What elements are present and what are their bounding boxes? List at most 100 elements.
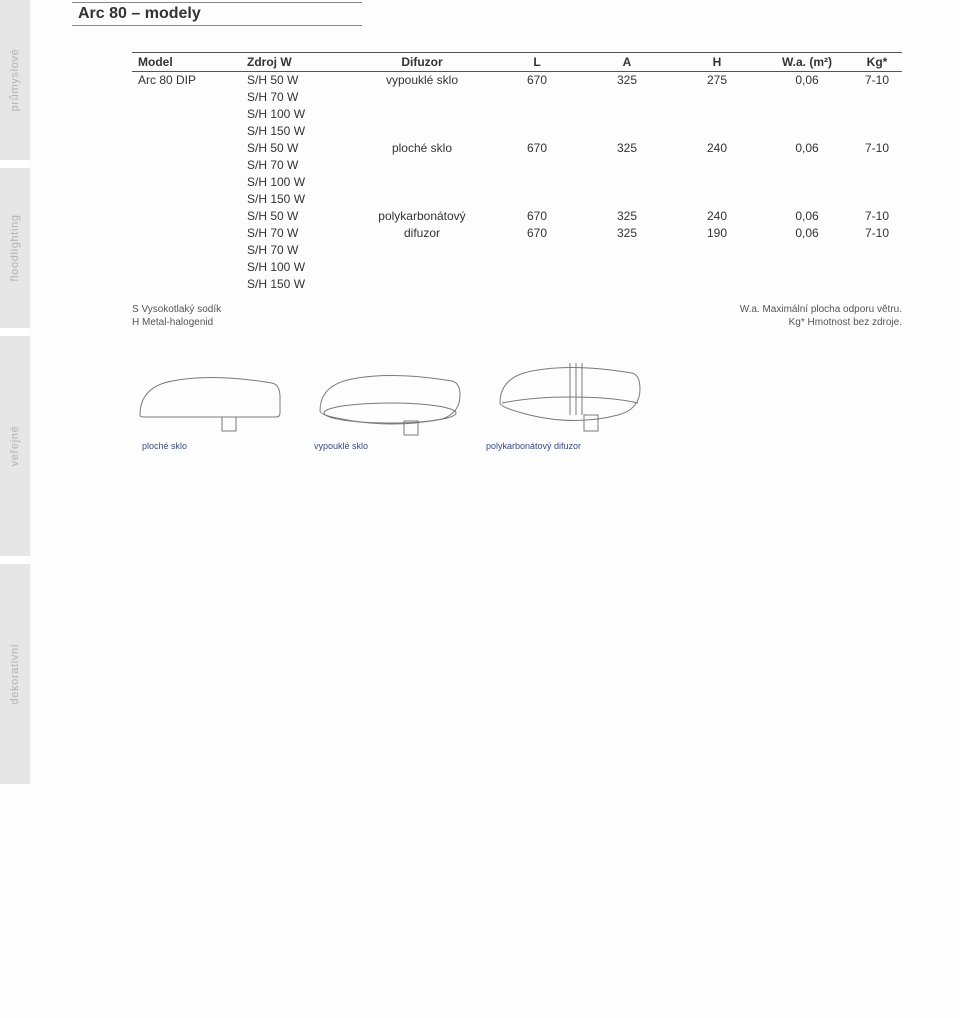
diagram-flat-icon — [132, 367, 282, 437]
table-cell — [762, 123, 852, 140]
table-cell — [852, 174, 902, 191]
table-cell — [762, 259, 852, 276]
table-cell — [852, 89, 902, 106]
table-row: S/H 70 W — [132, 89, 902, 106]
table-cell — [672, 89, 762, 106]
table-cell — [492, 276, 582, 293]
table-cell — [672, 259, 762, 276]
table-cell — [672, 106, 762, 123]
table-cell: ploché sklo — [352, 140, 492, 157]
diagram-poly-icon — [492, 357, 642, 437]
table-cell — [672, 157, 762, 174]
table-cell — [352, 123, 492, 140]
diagram-caption: vypouklé sklo — [314, 441, 486, 451]
table-cell — [672, 242, 762, 259]
table-cell — [492, 191, 582, 208]
table-cell: vypouklé sklo — [352, 72, 492, 89]
table-cell — [762, 276, 852, 293]
table-cell: S/H 70 W — [247, 242, 352, 259]
th-zdroj: Zdroj W — [247, 55, 352, 69]
table-cell — [762, 174, 852, 191]
table-cell: S/H 150 W — [247, 123, 352, 140]
table-cell — [492, 123, 582, 140]
table-cell — [852, 242, 902, 259]
diagram-convex-icon — [312, 367, 462, 437]
sidebar-spacer — [0, 160, 30, 168]
table-cell — [852, 191, 902, 208]
table-cell — [352, 174, 492, 191]
table-cell — [352, 259, 492, 276]
diagram-captions: ploché sklo vypouklé sklo polykarbonátov… — [142, 441, 960, 451]
table-cell: 670 — [492, 208, 582, 225]
table-cell — [582, 259, 672, 276]
sidebar-tab-label: floodlighting — [9, 214, 21, 281]
table-row: S/H 100 W — [132, 259, 902, 276]
legend-left: S Vysokotlaký sodík H Metal-halogenid — [132, 303, 221, 329]
table-cell: 240 — [672, 140, 762, 157]
table-cell: 325 — [582, 72, 672, 89]
th-difuzor: Difuzor — [352, 55, 492, 69]
table-cell — [492, 174, 582, 191]
table-cell — [132, 242, 247, 259]
table-cell: 0,06 — [762, 208, 852, 225]
sidebar-tab-floodlighting: floodlighting — [0, 168, 30, 328]
table-cell: S/H 150 W — [247, 191, 352, 208]
table-cell: 7-10 — [852, 72, 902, 89]
table-cell — [352, 106, 492, 123]
legend-line: Kg* Hmotnost bez zdroje. — [740, 316, 902, 329]
table-cell: 670 — [492, 140, 582, 157]
table-cell: 7-10 — [852, 208, 902, 225]
table-header-row: Model Zdroj W Difuzor L A H W.a. (m²) Kg… — [132, 52, 902, 72]
sidebar-spacer — [0, 556, 30, 564]
table-cell — [672, 123, 762, 140]
content-area: Arc 80 – modely Model Zdroj W Difuzor L … — [72, 0, 960, 451]
table-cell — [852, 123, 902, 140]
table-cell: 0,06 — [762, 140, 852, 157]
diagram-caption: ploché sklo — [142, 441, 314, 451]
table-cell — [582, 106, 672, 123]
table-cell — [132, 123, 247, 140]
table-cell: difuzor — [352, 225, 492, 242]
table-cell — [672, 174, 762, 191]
table-row: S/H 150 W — [132, 276, 902, 293]
left-sidebar: průmyslové floodlighting veřejné dekorat… — [0, 0, 50, 1018]
table-cell — [762, 157, 852, 174]
table-cell — [492, 89, 582, 106]
table-cell — [492, 259, 582, 276]
table-cell: S/H 70 W — [247, 89, 352, 106]
table-cell: 7-10 — [852, 140, 902, 157]
th-l: L — [492, 55, 582, 69]
sidebar-tab-label: průmyslové — [9, 49, 21, 112]
table-cell — [762, 106, 852, 123]
th-h: H — [672, 55, 762, 69]
table-cell — [132, 208, 247, 225]
table-cell: 7-10 — [852, 225, 902, 242]
table-cell: 325 — [582, 225, 672, 242]
table-cell: 0,06 — [762, 72, 852, 89]
sidebar-spacer — [0, 328, 30, 336]
sidebar-tab-verejne: veřejné — [0, 336, 30, 556]
table-cell — [582, 174, 672, 191]
table-cell: Arc 80 DIP — [132, 72, 247, 89]
table-cell — [852, 157, 902, 174]
table-cell — [132, 225, 247, 242]
th-kg: Kg* — [852, 55, 902, 69]
table-cell — [132, 191, 247, 208]
table-cell: S/H 70 W — [247, 225, 352, 242]
table-cell — [352, 242, 492, 259]
table-cell — [132, 140, 247, 157]
table-cell: S/H 100 W — [247, 174, 352, 191]
diagrams-row — [132, 357, 960, 437]
table-cell — [492, 157, 582, 174]
table-cell: 325 — [582, 208, 672, 225]
table-cell: 670 — [492, 72, 582, 89]
table-row: S/H 70 W — [132, 157, 902, 174]
diagram-caption: polykarbonátový difuzor — [486, 441, 686, 451]
table-cell — [852, 106, 902, 123]
table-cell — [352, 89, 492, 106]
table-cell — [132, 259, 247, 276]
table-cell: S/H 50 W — [247, 208, 352, 225]
table-cell — [672, 191, 762, 208]
table-cell — [672, 276, 762, 293]
table-cell: 275 — [672, 72, 762, 89]
